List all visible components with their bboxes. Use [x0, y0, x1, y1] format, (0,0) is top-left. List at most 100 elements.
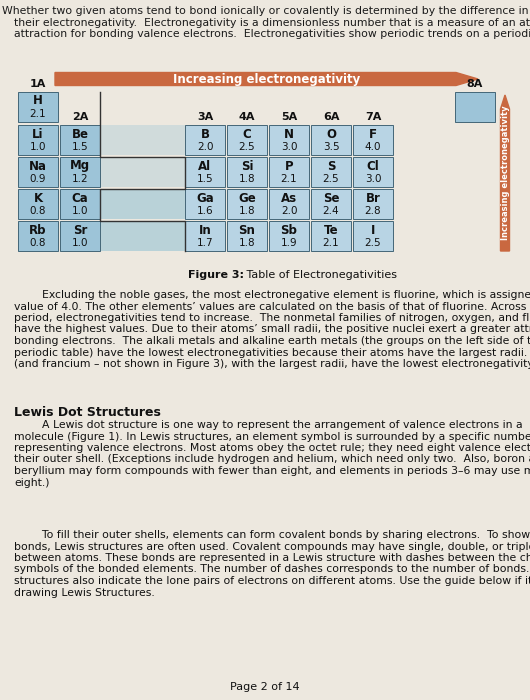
Text: structures also indicate the lone pairs of electrons on different atoms. Use the: structures also indicate the lone pairs …: [14, 576, 530, 586]
Text: I: I: [371, 223, 375, 237]
Text: Page 2 of 14: Page 2 of 14: [230, 682, 300, 692]
Text: bonds, Lewis structures are often used. Covalent compounds may have single, doub: bonds, Lewis structures are often used. …: [14, 542, 530, 552]
Text: A Lewis dot structure is one way to represent the arrangement of valence electro: A Lewis dot structure is one way to repr…: [14, 420, 523, 430]
Text: Sb: Sb: [280, 223, 297, 237]
Bar: [100, 189, 185, 219]
Text: value of 4.0. The other elements’ values are calculated on the basis of that of : value of 4.0. The other elements’ values…: [14, 302, 530, 312]
Text: 2.5: 2.5: [365, 237, 381, 248]
Text: attraction for bonding valence electrons.  Electronegativities show periodic tre: attraction for bonding valence electrons…: [14, 29, 530, 39]
Bar: [185, 157, 225, 187]
Text: 1A: 1A: [30, 79, 46, 89]
Text: their outer shell. (Exceptions include hydrogen and helium, which need only two.: their outer shell. (Exceptions include h…: [14, 454, 530, 465]
Text: Na: Na: [29, 160, 47, 172]
Text: Lewis Dot Structures: Lewis Dot Structures: [14, 406, 161, 419]
Text: P: P: [285, 160, 293, 172]
Text: molecule (Figure 1). In Lewis structures, an element symbol is surrounded by a s: molecule (Figure 1). In Lewis structures…: [14, 431, 530, 442]
Text: 3.5: 3.5: [323, 141, 339, 152]
Text: Increasing electronegativity: Increasing electronegativity: [173, 73, 360, 85]
Text: symbols of the bonded elements. The number of dashes corresponds to the number o: symbols of the bonded elements. The numb…: [14, 564, 530, 575]
Bar: [227, 189, 267, 219]
Text: 2.1: 2.1: [323, 237, 339, 248]
Text: (and francium – not shown in Figure 3), with the largest radii, have the lowest : (and francium – not shown in Figure 3), …: [14, 359, 530, 369]
Bar: [100, 125, 185, 155]
Text: 1.8: 1.8: [238, 237, 255, 248]
Bar: [455, 92, 495, 122]
Text: 0.8: 0.8: [30, 206, 46, 216]
Bar: [18, 92, 58, 122]
Bar: [60, 189, 100, 219]
Text: 2.0: 2.0: [281, 206, 297, 216]
Bar: [18, 221, 58, 251]
Text: Ga: Ga: [196, 192, 214, 204]
Text: 1.5: 1.5: [197, 174, 213, 183]
Text: Whether two given atoms tend to bond ionically or covalently is determined by th: Whether two given atoms tend to bond ion…: [2, 6, 528, 16]
Text: 2.0: 2.0: [197, 141, 213, 152]
Text: 1.0: 1.0: [72, 237, 89, 248]
Bar: [311, 221, 351, 251]
Text: H: H: [33, 94, 43, 108]
Text: 6A: 6A: [323, 112, 339, 122]
Text: Te: Te: [324, 223, 338, 237]
Text: Al: Al: [198, 160, 211, 172]
Text: Table of Electronegativities: Table of Electronegativities: [243, 270, 397, 280]
Bar: [269, 189, 309, 219]
Text: 2.1: 2.1: [30, 108, 46, 118]
Bar: [18, 189, 58, 219]
Text: 2.5: 2.5: [238, 141, 255, 152]
Text: period, electronegativities tend to increase.  The nonmetal families of nitrogen: period, electronegativities tend to incr…: [14, 313, 530, 323]
Text: Cl: Cl: [367, 160, 379, 172]
Bar: [227, 157, 267, 187]
Bar: [227, 125, 267, 155]
Bar: [269, 157, 309, 187]
Text: 0.9: 0.9: [30, 174, 46, 183]
Text: 1.8: 1.8: [238, 206, 255, 216]
Text: Rb: Rb: [29, 223, 47, 237]
Bar: [60, 221, 100, 251]
Text: drawing Lewis Structures.: drawing Lewis Structures.: [14, 587, 155, 598]
Text: Sn: Sn: [238, 223, 255, 237]
Text: 1.8: 1.8: [238, 174, 255, 183]
Text: 2.5: 2.5: [323, 174, 339, 183]
Text: 5A: 5A: [281, 112, 297, 122]
Bar: [60, 125, 100, 155]
Text: Be: Be: [72, 127, 89, 141]
Text: 8A: 8A: [467, 79, 483, 89]
Text: 3.0: 3.0: [281, 141, 297, 152]
Text: 3A: 3A: [197, 112, 213, 122]
Bar: [353, 189, 393, 219]
Bar: [100, 221, 185, 251]
Bar: [353, 157, 393, 187]
Text: representing valence electrons. Most atoms obey the octet rule; they need eight : representing valence electrons. Most ato…: [14, 443, 530, 453]
Text: 2A: 2A: [72, 112, 88, 122]
Text: Figure 3:: Figure 3:: [188, 270, 244, 280]
Bar: [185, 189, 225, 219]
Text: To fill their outer shells, elements can form covalent bonds by sharing electron: To fill their outer shells, elements can…: [14, 530, 530, 540]
Text: In: In: [199, 223, 211, 237]
Text: Li: Li: [32, 127, 44, 141]
Text: Se: Se: [323, 192, 339, 204]
Bar: [353, 125, 393, 155]
Text: Si: Si: [241, 160, 253, 172]
Text: periodic table) have the lowest electronegativities because their atoms have the: periodic table) have the lowest electron…: [14, 347, 530, 358]
Text: K: K: [33, 192, 42, 204]
Bar: [60, 157, 100, 187]
Text: B: B: [200, 127, 209, 141]
Text: 7A: 7A: [365, 112, 381, 122]
Text: 1.2: 1.2: [72, 174, 89, 183]
Bar: [311, 125, 351, 155]
Text: S: S: [327, 160, 335, 172]
Bar: [269, 221, 309, 251]
Text: 1.6: 1.6: [197, 206, 213, 216]
Text: As: As: [281, 192, 297, 204]
FancyArrow shape: [500, 95, 509, 251]
Bar: [311, 189, 351, 219]
Text: 1.0: 1.0: [72, 206, 89, 216]
Text: between atoms. These bonds are represented in a Lewis structure with dashes betw: between atoms. These bonds are represent…: [14, 553, 530, 563]
Bar: [18, 125, 58, 155]
Bar: [353, 221, 393, 251]
Text: Sr: Sr: [73, 223, 87, 237]
Text: 1.0: 1.0: [30, 141, 46, 152]
Bar: [185, 221, 225, 251]
Text: bonding electrons.  The alkali metals and alkaline earth metals (the groups on t: bonding electrons. The alkali metals and…: [14, 336, 530, 346]
Text: N: N: [284, 127, 294, 141]
